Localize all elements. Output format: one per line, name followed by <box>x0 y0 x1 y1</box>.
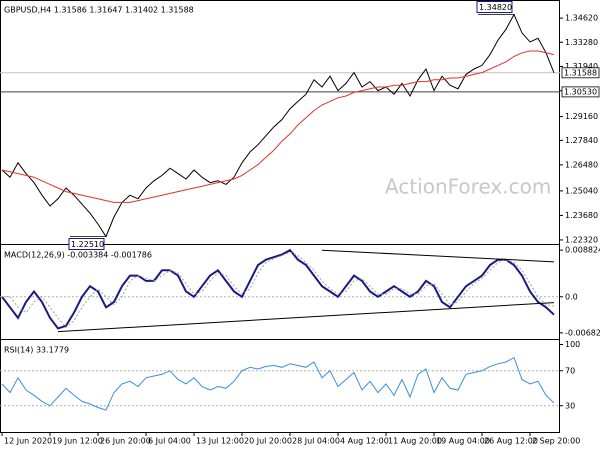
y-tick-label: 1.29160 <box>565 112 598 121</box>
x-tick-label: 2 Sep 20:00 <box>532 437 580 446</box>
x-tick-label: 12 Jun 2020 <box>4 437 52 446</box>
price-label-box <box>561 67 600 79</box>
y-tick-label: 1.33280 <box>565 38 598 47</box>
x-tick-label: 20 Jul 20:00 <box>244 437 292 446</box>
y-tick-label: 70 <box>565 366 575 375</box>
y-tick-label: 1.25040 <box>565 186 598 195</box>
y-tick-label: 1.34620 <box>565 14 598 23</box>
y-tick-label: 30 <box>565 401 575 410</box>
series-line <box>1 50 555 203</box>
x-tick-label: 26 Aug 12:00 <box>484 437 538 446</box>
x-tick-label: 19 Jun 12:00 <box>52 437 103 446</box>
price-label: 1.31588 <box>564 68 597 77</box>
annotation-label: 1.34820 <box>479 3 512 12</box>
x-tick-label: 26 Jun 20:00 <box>100 437 151 446</box>
x-tick-label: 19 Aug 04:00 <box>436 437 490 446</box>
y-tick-label: 0.008824 <box>565 246 600 255</box>
series-line <box>2 251 555 329</box>
x-tick-label: 11 Aug 20:00 <box>388 437 442 446</box>
y-tick-label: 100 <box>565 340 580 349</box>
trendline <box>321 249 555 263</box>
y-tick-label: 1.26480 <box>565 160 598 169</box>
annotation-box <box>68 238 105 251</box>
x-tick-label: 28 Jul 04:00 <box>292 437 340 446</box>
annotation-label: 1.22510 <box>71 240 104 249</box>
y-tick-label: -0.006825 <box>565 328 600 337</box>
x-tick-label: 13 Jul 12:00 <box>196 437 244 446</box>
series-line <box>1 248 555 330</box>
y-tick-label: 1.27840 <box>565 136 598 145</box>
y-tick-label: 1.22320 <box>565 235 598 244</box>
y-tick-label: 0.0 <box>565 292 578 301</box>
panel-title: MACD(12,26,9) -0.003384 -0.001786 <box>4 251 152 260</box>
y-tick-label: 1.31940 <box>565 62 598 71</box>
annotation-box <box>476 1 513 14</box>
watermark: ActionForex.com <box>385 175 551 199</box>
price-label: 1.30530 <box>564 87 597 96</box>
series-line <box>1 356 555 411</box>
price-label-box <box>561 86 600 98</box>
y-tick-label: 1.23680 <box>565 211 598 220</box>
series-line <box>1 13 555 238</box>
panel-title: GBPUSD,H4 1.31586 1.31647 1.31402 1.3158… <box>4 6 194 15</box>
x-tick-label: 4 Aug 12:00 <box>340 437 389 446</box>
x-tick-label: 6 Jul 04:00 <box>148 437 191 446</box>
plot-frame <box>0 0 560 433</box>
trendline <box>57 302 555 333</box>
panel-title: RSI(14) 33.1779 <box>4 346 69 355</box>
